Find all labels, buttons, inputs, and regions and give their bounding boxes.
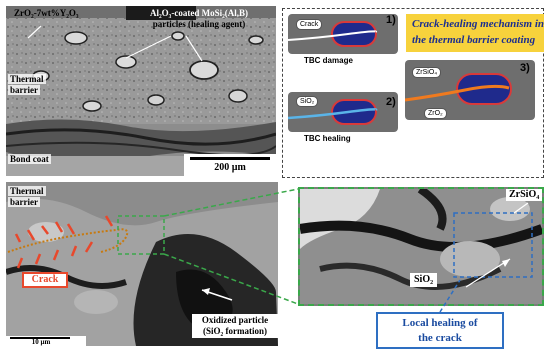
- mechanism-title-box: [406, 14, 544, 52]
- label-thermal-barrier-bl-line1: Thermal: [8, 186, 46, 196]
- step2-number: 2): [386, 96, 396, 108]
- step3-diagram: [404, 60, 535, 120]
- step1-caption: TBC damage: [304, 56, 353, 65]
- local-healing-callout: Local healing of the crack: [376, 312, 504, 349]
- step3-graphic: [404, 73, 512, 105]
- step1-graphic: [287, 21, 378, 47]
- label-zrsio4: ZrSiO₄: [506, 189, 542, 201]
- label-ysz: ZrO₂-7wt%Y₂O₃: [14, 8, 79, 18]
- step3-zrsio4-label: ZrSiO₄: [412, 67, 442, 78]
- label-oxidized-particle: Oxidized particle (SiO₂ formation): [192, 314, 278, 338]
- label-oxidized-line1: Oxidized particle: [201, 315, 269, 325]
- healing-line1: Local healing of: [402, 317, 478, 329]
- label-thermal-barrier-bl-line2: barrier: [8, 197, 40, 207]
- step3-number: 3): [520, 62, 530, 74]
- sem-zoom-micrograph: ZrSiO₄ SiO₂: [298, 187, 544, 306]
- step1-number: 1): [386, 14, 396, 26]
- scale-bar-crack-label: 10 µm: [31, 338, 51, 346]
- label-healing-particles-line1: Al₂O₃-coated MoSi₂(Al,B): [149, 8, 249, 18]
- scale-bar-crack-line: [10, 337, 70, 339]
- scale-bar-crack: 10 µm: [6, 336, 86, 346]
- sem-zoom-texture: [300, 189, 542, 304]
- label-bond-coat: Bond coat: [8, 154, 51, 164]
- sem-crack-micrograph: Thermal barrier Oxidized particle (SiO₂ …: [6, 182, 278, 346]
- scale-bar-label: 200 µm: [214, 162, 246, 173]
- label-oxidized-line2: (SiO₂ formation): [203, 326, 267, 336]
- step3-zro2-label: ZrO₂: [424, 108, 447, 119]
- label-thermal-barrier-line2: barrier: [8, 85, 40, 95]
- mechanism-title-line2: the thermal barrier coating: [412, 34, 536, 46]
- scale-bar-overview: 200 µm: [184, 154, 276, 176]
- label-sio2: SiO₂: [410, 273, 438, 287]
- step2-graphic: [287, 99, 378, 125]
- mechanism-title-line1: Crack-healing mechanism in: [412, 18, 544, 30]
- sem-overview-micrograph: ZrO₂-7wt%Y₂O₃ Al₂O₃-coated MoSi₂(Al,B) p…: [6, 6, 276, 176]
- step2-sio2-label: SiO₂: [296, 96, 319, 107]
- label-thermal-barrier-line1: Thermal: [8, 74, 46, 84]
- step2-caption: TBC healing: [304, 134, 351, 143]
- scale-bar-line: [190, 157, 270, 160]
- healing-line2: the crack: [418, 332, 462, 344]
- mechanism-title: Crack-healing mechanism in the thermal b…: [412, 16, 544, 48]
- label-healing-particles-line2: particles (healing agent): [152, 19, 246, 29]
- step1-crack-label: Crack: [296, 19, 323, 30]
- crack-label: Crack: [22, 272, 68, 288]
